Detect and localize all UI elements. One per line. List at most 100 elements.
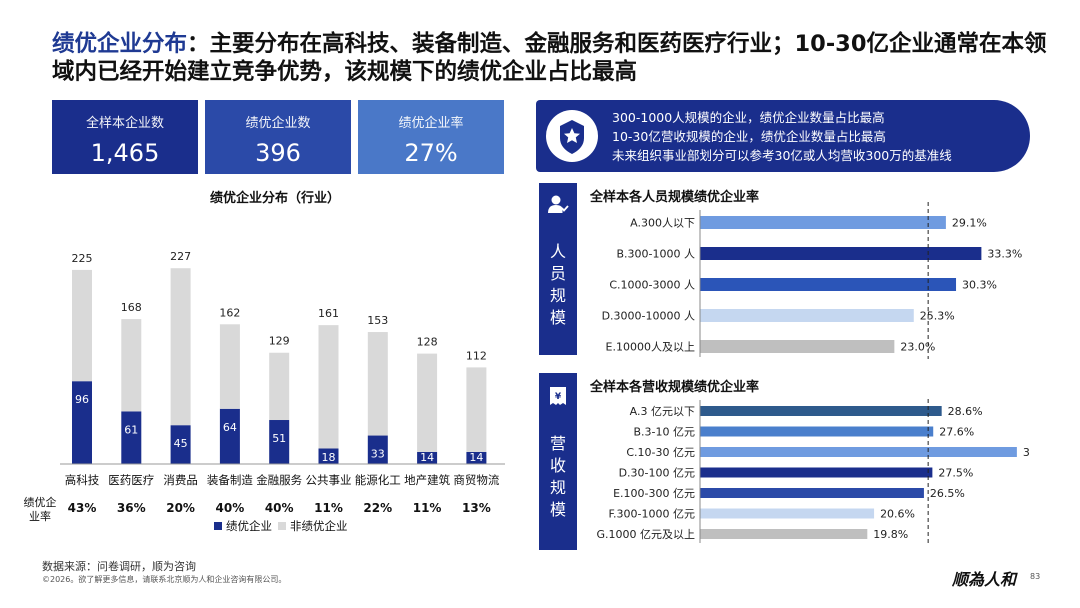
revenue-size-label: 营收规模 [549,434,566,519]
company-logo: 顺為人和 [952,570,1017,589]
rate-label: 13% [462,501,491,515]
bar-value-label: 61 [124,423,138,436]
kpi-total-companies: 全样本企业数 1,465 [52,100,198,174]
kpi-value: 1,465 [90,139,160,167]
category-label: 装备制造 [207,473,253,487]
bar-value-label: 19.8% [873,528,908,541]
bar [700,216,946,229]
revenue-size-rate-chart: A.3 亿元以下 28.6% B.3-10 亿元 27.6% C.10-30 亿元 37.… [596,398,1030,545]
category-label: 商贸物流 [453,473,499,487]
kpi-label: 绩优企业率 [398,116,464,131]
bar-non-top [121,319,142,412]
bar-top-performers [466,451,487,464]
bar-non-top [417,353,438,452]
banner-line: 未来组织事业部划分可以参考30亿或人均营收300万的基准线 [612,148,952,163]
revenue-chart-title: 全样本各营收规模绩优企业率 [590,380,760,395]
legend-label: 非绩优企业 [290,519,348,533]
bar-total-label: 112 [466,349,487,362]
bar-top-performers [72,381,92,464]
legend-swatch [214,522,222,530]
legend-swatch [278,522,286,530]
rate-label: 22% [363,501,392,515]
bar-value-label: 51 [272,432,286,445]
kpi-top-companies: 绩优企业数 396 [205,100,351,174]
category-label: A.3 亿元以下 [630,405,695,418]
bar-value-label: 27.6% [939,426,974,439]
rate-label: 43% [68,501,97,515]
copyright: ©2026。欲了解更多信息，请联系北京顺为人和企业咨询有限公司。 [42,575,287,584]
kpi-label: 绩优企业数 [245,116,311,131]
bar-non-top [367,332,388,436]
category-label: E.100-300 亿元 [613,487,695,500]
bar [700,447,1017,457]
bar-top-performers [219,408,240,464]
bar [700,309,914,322]
bar-value-label: 33.3% [987,248,1022,261]
staff-chart-title: 全样本各人员规模绩优企业率 [590,190,760,205]
bar [700,426,934,437]
star-badge-icon [546,110,598,162]
bar [700,488,924,498]
category-label: B.300-1000 人 [617,248,696,261]
bar [700,278,957,291]
bar-value-label: 64 [223,421,237,434]
category-label: 能源化工 [355,473,401,487]
page-title: 绩优企业分布：主要分布在高科技、装备制造、金融服务和医药医疗行业；10-30亿企… [52,30,1052,86]
bar-total-label: 153 [367,314,388,327]
bar-value-label: 37.5% [1023,446,1030,459]
bar [700,529,868,539]
category-label: A.300人以下 [630,217,695,230]
bar [700,467,933,478]
title-highlight: 绩优企业分布 [52,31,188,57]
rate-label: 11% [413,501,442,515]
bar [700,406,942,416]
rate-label: 11% [314,501,343,515]
bar-value-label: 27.5% [938,467,973,480]
person-icon [548,195,569,213]
data-source: 数据来源：问卷调研，顺为咨询 [42,560,196,573]
bar-value-label: 33 [371,448,385,461]
category-label: 公共事业 [306,473,352,487]
kpi-top-rate: 绩优企业率 27% [358,100,504,174]
bar-value-label: 45 [174,437,188,450]
bar-total-label: 161 [318,307,339,320]
rate-row-label: 绩优企 [24,495,57,509]
bar [700,508,875,519]
category-label: E.10000人及以上 [606,341,695,354]
bar-non-top [269,352,290,421]
bar-total-label: 128 [417,336,438,349]
bar-top-performers [318,448,339,464]
bar [700,340,895,353]
revenue-size-side-panel: ¥ 营收规模 [539,373,577,550]
rate-row-label: 业率 [29,509,51,523]
staff-size-rate-chart: A.300人以下 29.1% B.300-1000 人 33.3% C.1000-300… [602,202,1022,359]
category-label: 高科技 [65,473,100,487]
bar-value-label: 25.3% [920,310,955,323]
bar-total-label: 227 [170,250,191,263]
category-label: D.30-100 亿元 [619,467,695,480]
legend-label: 绩优企业 [226,519,272,533]
category-label: F.300-1000 亿元 [608,508,695,521]
bar-value-label: 29.1% [952,217,987,230]
category-label: D.3000-10000 人 [602,310,695,323]
category-label: 金融服务 [256,473,302,487]
bar-value-label: 96 [75,393,89,406]
bar-total-label: 129 [269,335,290,348]
category-label: 地产建筑 [404,473,450,487]
rate-label: 40% [216,501,245,515]
bar-total-label: 225 [72,252,93,265]
bar-total-label: 168 [121,301,142,314]
banner-line: 300-1000人规模的企业，绩优企业数量占比最高 [612,110,885,125]
bar-top-performers [269,420,290,464]
kpi-value: 27% [404,139,458,167]
staff-size-side-panel: 人员规模 [539,183,577,355]
category-label: 消费品 [163,473,198,487]
rate-label: 36% [117,501,146,515]
bar-non-top [219,324,240,409]
bar-value-label: 28.6% [948,405,983,418]
bar-non-top [318,325,339,449]
category-label: C.10-30 亿元 [626,446,695,459]
kpi-value: 396 [255,139,301,167]
rate-label: 40% [265,501,294,515]
bar [700,247,982,260]
